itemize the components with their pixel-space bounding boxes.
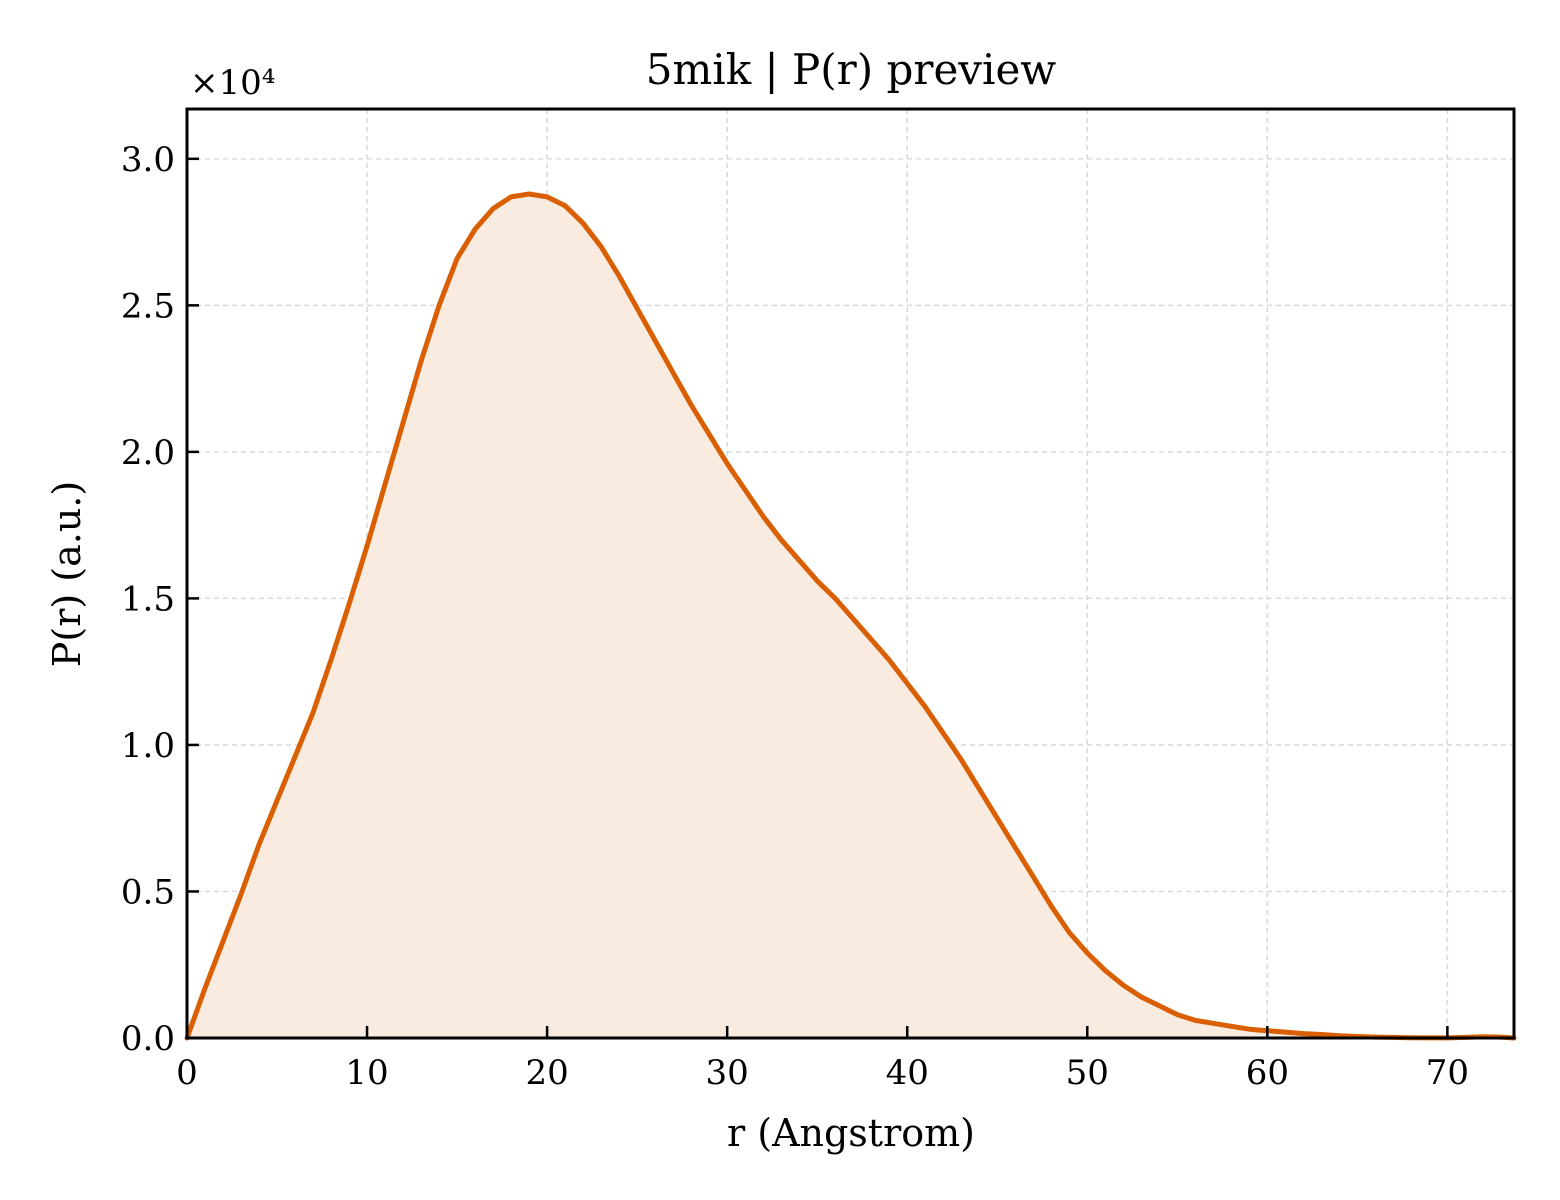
x-axis-label: r (Angstrom): [727, 1111, 975, 1155]
y-tick-label: 0.0: [121, 1019, 175, 1059]
y-axis-label: P(r) (a.u.): [45, 481, 89, 667]
x-tick-label: 60: [1246, 1053, 1289, 1093]
x-tick-label: 30: [706, 1053, 749, 1093]
y-tick-label: 1.0: [121, 726, 175, 766]
x-tick-label: 10: [345, 1053, 388, 1093]
y-tick-label: 2.5: [121, 286, 175, 326]
x-tick-label: 20: [525, 1053, 568, 1093]
x-tick-label: 70: [1426, 1053, 1469, 1093]
axis-ticks: 0 10 20 30 40 50 60 70 0.0 0.5 1.0 1.5 2.0 2.5 3.0: [121, 140, 1469, 1093]
x-tick-label: 0: [176, 1053, 198, 1093]
x-tick-label: 40: [886, 1053, 929, 1093]
x-tick-label: 50: [1066, 1053, 1109, 1093]
y-tick-label: 2.0: [121, 433, 175, 473]
plot-frame: [185, 107, 1516, 1040]
y-tick-label: 3.0: [121, 140, 175, 180]
series-line: [184, 191, 1517, 1041]
y-axis-multiplier: ×10⁴: [190, 63, 275, 103]
y-tick-label: 1.5: [121, 579, 175, 619]
chart-title: 5mik | P(r) preview: [646, 45, 1057, 94]
y-tick-label: 0.5: [121, 872, 175, 912]
